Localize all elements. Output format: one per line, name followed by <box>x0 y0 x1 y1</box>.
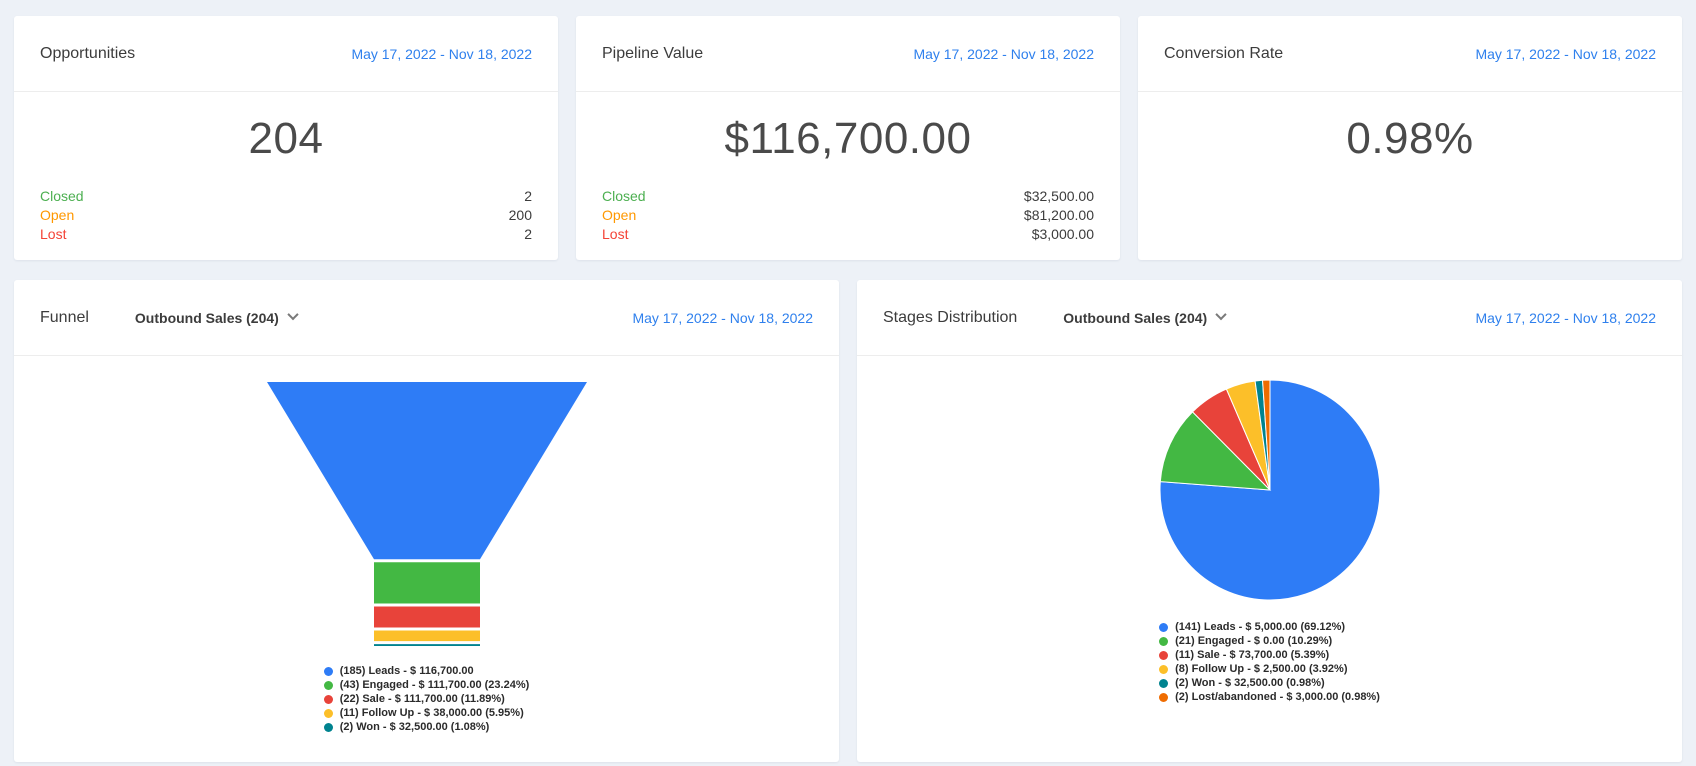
conversion-card-header: Conversion Rate May 17, 2022 - Nov 18, 2… <box>1138 16 1682 92</box>
legend-dot <box>323 667 333 676</box>
stages-filter-label: Outbound Sales (204) <box>1063 309 1208 326</box>
legend-item-follow-up[interactable]: (11) Follow Up - $ 38,000.00 (5.95%) <box>323 707 530 720</box>
stat-label: Open <box>602 207 637 223</box>
stat-label: Lost <box>40 226 67 242</box>
stages-filter-dropdown[interactable]: Outbound Sales (204) <box>1063 308 1227 326</box>
stat-value: $81,200.00 <box>1023 207 1094 223</box>
stages-legend: (141) Leads - $ 5,000.00 (69.12%) (21) E… <box>1159 621 1380 704</box>
legend-label: (22) Sale - $ 111,700.00 (11.89%) <box>339 693 505 705</box>
kpi-row: Opportunities May 17, 2022 - Nov 18, 202… <box>14 16 1682 260</box>
legend-item-sale[interactable]: (11) Sale - $ 73,700.00 (5.39%) <box>1159 649 1380 662</box>
stat-row-open: Open $81,200.00 <box>602 206 1094 225</box>
stages-pie-chart[interactable] <box>1158 378 1382 607</box>
legend-dot <box>1159 651 1169 660</box>
opportunities-total: 204 <box>248 114 324 163</box>
legend-dot <box>1159 623 1169 632</box>
date-range-link[interactable]: May 17, 2022 - Nov 18, 2022 <box>1475 45 1656 62</box>
legend-label: (8) Follow Up - $ 2,500.00 (3.92%) <box>1175 663 1348 675</box>
conversion-rate-card: Conversion Rate May 17, 2022 - Nov 18, 2… <box>1138 16 1682 260</box>
legend-dot <box>1159 665 1169 674</box>
chevron-down-icon <box>1215 308 1227 321</box>
legend-label: (2) Won - $ 32,500.00 (0.98%) <box>1175 677 1325 689</box>
stat-label: Closed <box>40 188 84 204</box>
stat-row-closed: Closed 2 <box>40 187 532 206</box>
pipeline-stat-rows: Closed $32,500.00 Open $81,200.00 Lost $… <box>576 187 1120 244</box>
funnel-card-body: (185) Leads - $ 116,700.00 (43) Engaged … <box>14 356 839 762</box>
legend-item-won[interactable]: (2) Won - $ 32,500.00 (1.08%) <box>323 721 530 734</box>
stages-distribution-card: Stages Distribution Outbound Sales (204)… <box>857 280 1682 762</box>
funnel-card: Funnel Outbound Sales (204) May 17, 2022… <box>14 280 839 762</box>
legend-dot <box>1159 693 1169 702</box>
legend-item-won[interactable]: (2) Won - $ 32,500.00 (0.98%) <box>1159 677 1380 690</box>
stat-row-lost: Lost 2 <box>40 225 532 244</box>
stat-value: $32,500.00 <box>1023 188 1094 204</box>
funnel-card-header: Funnel Outbound Sales (204) May 17, 2022… <box>14 280 839 356</box>
stat-value: 200 <box>508 207 532 223</box>
conversion-card-body: 0.98% <box>1138 92 1682 260</box>
card-title: Pipeline Value <box>602 44 704 62</box>
pipeline-value-card: Pipeline Value May 17, 2022 - Nov 18, 20… <box>576 16 1120 260</box>
legend-label: (185) Leads - $ 116,700.00 <box>339 665 474 677</box>
funnel-legend: (185) Leads - $ 116,700.00 (43) Engaged … <box>323 665 530 734</box>
legend-label: (141) Leads - $ 5,000.00 (69.12%) <box>1175 621 1346 633</box>
card-title: Stages Distribution <box>883 308 1018 326</box>
legend-label: (43) Engaged - $ 111,700.00 (23.24%) <box>339 679 530 691</box>
stat-row-open: Open 200 <box>40 206 532 225</box>
legend-dot <box>323 681 333 690</box>
stat-label: Closed <box>602 188 646 204</box>
legend-dot <box>323 709 333 718</box>
stages-card-header: Stages Distribution Outbound Sales (204)… <box>857 280 1682 356</box>
funnel-filter-label: Outbound Sales (204) <box>134 309 279 326</box>
opportunities-stat-rows: Closed 2 Open 200 Lost 2 <box>14 187 558 244</box>
card-title: Opportunities <box>40 44 136 62</box>
date-range-link[interactable]: May 17, 2022 - Nov 18, 2022 <box>1475 309 1656 326</box>
legend-label: (2) Won - $ 32,500.00 (1.08%) <box>339 721 490 733</box>
stat-label: Open <box>40 207 75 223</box>
legend-item-leads[interactable]: (141) Leads - $ 5,000.00 (69.12%) <box>1159 621 1380 634</box>
legend-item-lost-abandoned[interactable]: (2) Lost/abandoned - $ 3,000.00 (0.98%) <box>1159 691 1380 704</box>
funnel-chart[interactable] <box>266 382 587 651</box>
legend-item-follow-up[interactable]: (8) Follow Up - $ 2,500.00 (3.92%) <box>1159 663 1380 676</box>
stat-value: 2 <box>524 188 532 204</box>
date-range-link[interactable]: May 17, 2022 - Nov 18, 2022 <box>913 45 1094 62</box>
date-range-link[interactable]: May 17, 2022 - Nov 18, 2022 <box>632 309 813 326</box>
card-title: Funnel <box>40 308 89 326</box>
pipeline-total: $116,700.00 <box>724 114 972 163</box>
legend-dot <box>1159 637 1169 646</box>
stat-row-closed: Closed $32,500.00 <box>602 187 1094 206</box>
legend-dot <box>323 695 333 704</box>
opportunities-card-header: Opportunities May 17, 2022 - Nov 18, 202… <box>14 16 558 92</box>
chevron-down-icon <box>287 308 299 321</box>
opportunities-card-body: 204 Closed 2 Open 200 Lost 2 <box>14 92 558 260</box>
pipeline-card-header: Pipeline Value May 17, 2022 - Nov 18, 20… <box>576 16 1120 92</box>
legend-item-engaged[interactable]: (21) Engaged - $ 0.00 (10.29%) <box>1159 635 1380 648</box>
legend-label: (11) Follow Up - $ 38,000.00 (5.95%) <box>339 707 524 719</box>
stages-card-body: (141) Leads - $ 5,000.00 (69.12%) (21) E… <box>857 356 1682 762</box>
legend-item-engaged[interactable]: (43) Engaged - $ 111,700.00 (23.24%) <box>323 679 530 692</box>
stat-row-lost: Lost $3,000.00 <box>602 225 1094 244</box>
stat-value: 2 <box>524 226 532 242</box>
legend-dot <box>1159 679 1169 688</box>
legend-dot <box>323 723 333 732</box>
funnel-filter-dropdown[interactable]: Outbound Sales (204) <box>134 308 299 326</box>
legend-item-leads[interactable]: (185) Leads - $ 116,700.00 <box>323 665 530 678</box>
card-title: Conversion Rate <box>1164 44 1284 62</box>
date-range-link[interactable]: May 17, 2022 - Nov 18, 2022 <box>351 45 532 62</box>
stat-label: Lost <box>602 226 629 242</box>
charts-row: Funnel Outbound Sales (204) May 17, 2022… <box>14 280 1682 762</box>
stat-value: $3,000.00 <box>1031 226 1094 242</box>
legend-label: (21) Engaged - $ 0.00 (10.29%) <box>1175 635 1333 647</box>
pipeline-card-body: $116,700.00 Closed $32,500.00 Open $81,2… <box>576 92 1120 260</box>
legend-item-sale[interactable]: (22) Sale - $ 111,700.00 (11.89%) <box>323 693 530 706</box>
legend-label: (11) Sale - $ 73,700.00 (5.39%) <box>1175 649 1330 661</box>
conversion-total: 0.98% <box>1346 114 1474 163</box>
opportunities-card: Opportunities May 17, 2022 - Nov 18, 202… <box>14 16 558 260</box>
legend-label: (2) Lost/abandoned - $ 3,000.00 (0.98%) <box>1175 691 1380 703</box>
